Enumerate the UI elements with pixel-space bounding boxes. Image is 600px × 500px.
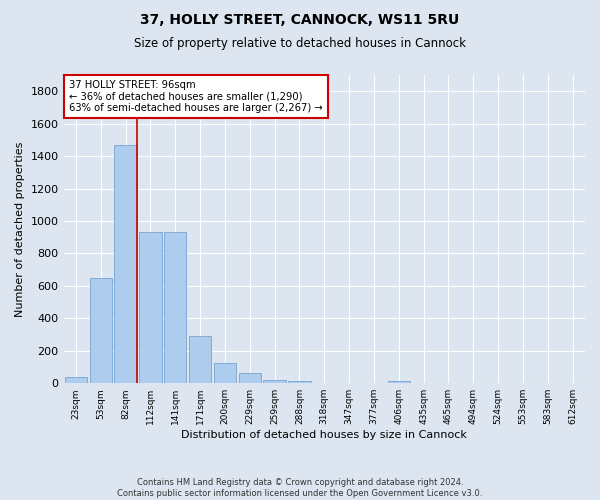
Text: 37, HOLLY STREET, CANNOCK, WS11 5RU: 37, HOLLY STREET, CANNOCK, WS11 5RU [140,12,460,26]
X-axis label: Distribution of detached houses by size in Cannock: Distribution of detached houses by size … [181,430,467,440]
Y-axis label: Number of detached properties: Number of detached properties [15,142,25,317]
Bar [263,380,286,383]
Bar [65,377,87,383]
Bar [139,232,161,383]
Bar [388,382,410,383]
Bar [239,373,261,383]
Bar [288,382,311,383]
Bar [214,363,236,383]
Text: 37 HOLLY STREET: 96sqm
← 36% of detached houses are smaller (1,290)
63% of semi-: 37 HOLLY STREET: 96sqm ← 36% of detached… [69,80,323,113]
Text: Contains HM Land Registry data © Crown copyright and database right 2024.
Contai: Contains HM Land Registry data © Crown c… [118,478,482,498]
Bar [89,278,112,383]
Bar [164,232,187,383]
Text: Size of property relative to detached houses in Cannock: Size of property relative to detached ho… [134,38,466,51]
Bar [115,145,137,383]
Bar [189,336,211,383]
